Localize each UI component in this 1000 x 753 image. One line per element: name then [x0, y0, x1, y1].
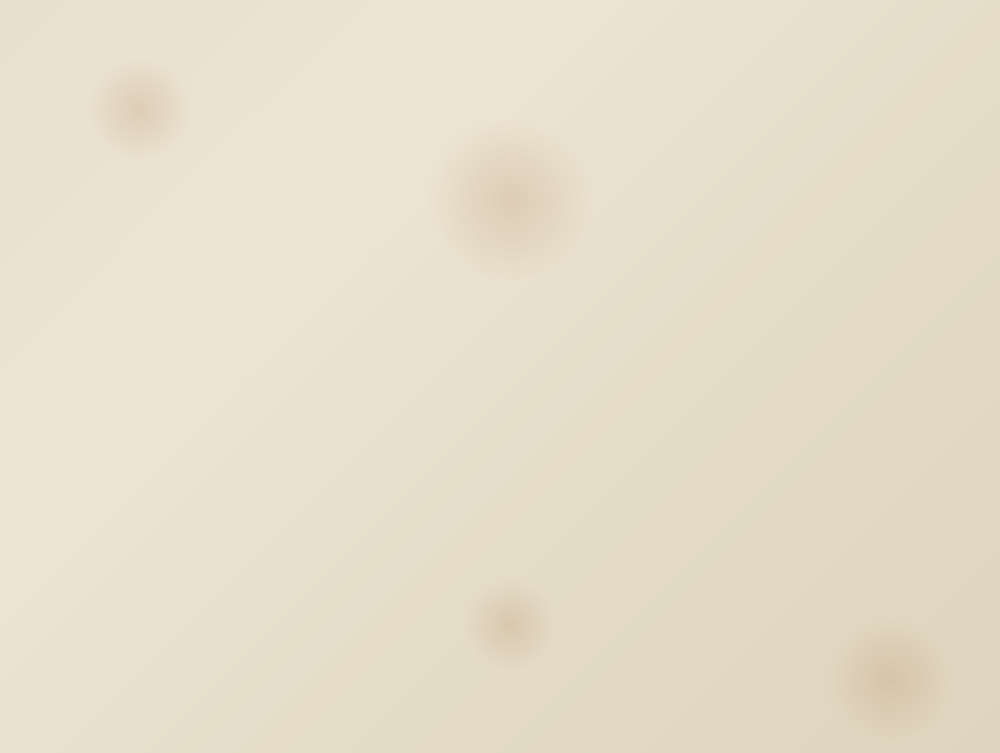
fig1-diagram [540, 150, 960, 710]
fig2-diagram [40, 140, 500, 740]
engraving-plate [0, 0, 1000, 753]
title-block [0, 0, 1000, 38]
